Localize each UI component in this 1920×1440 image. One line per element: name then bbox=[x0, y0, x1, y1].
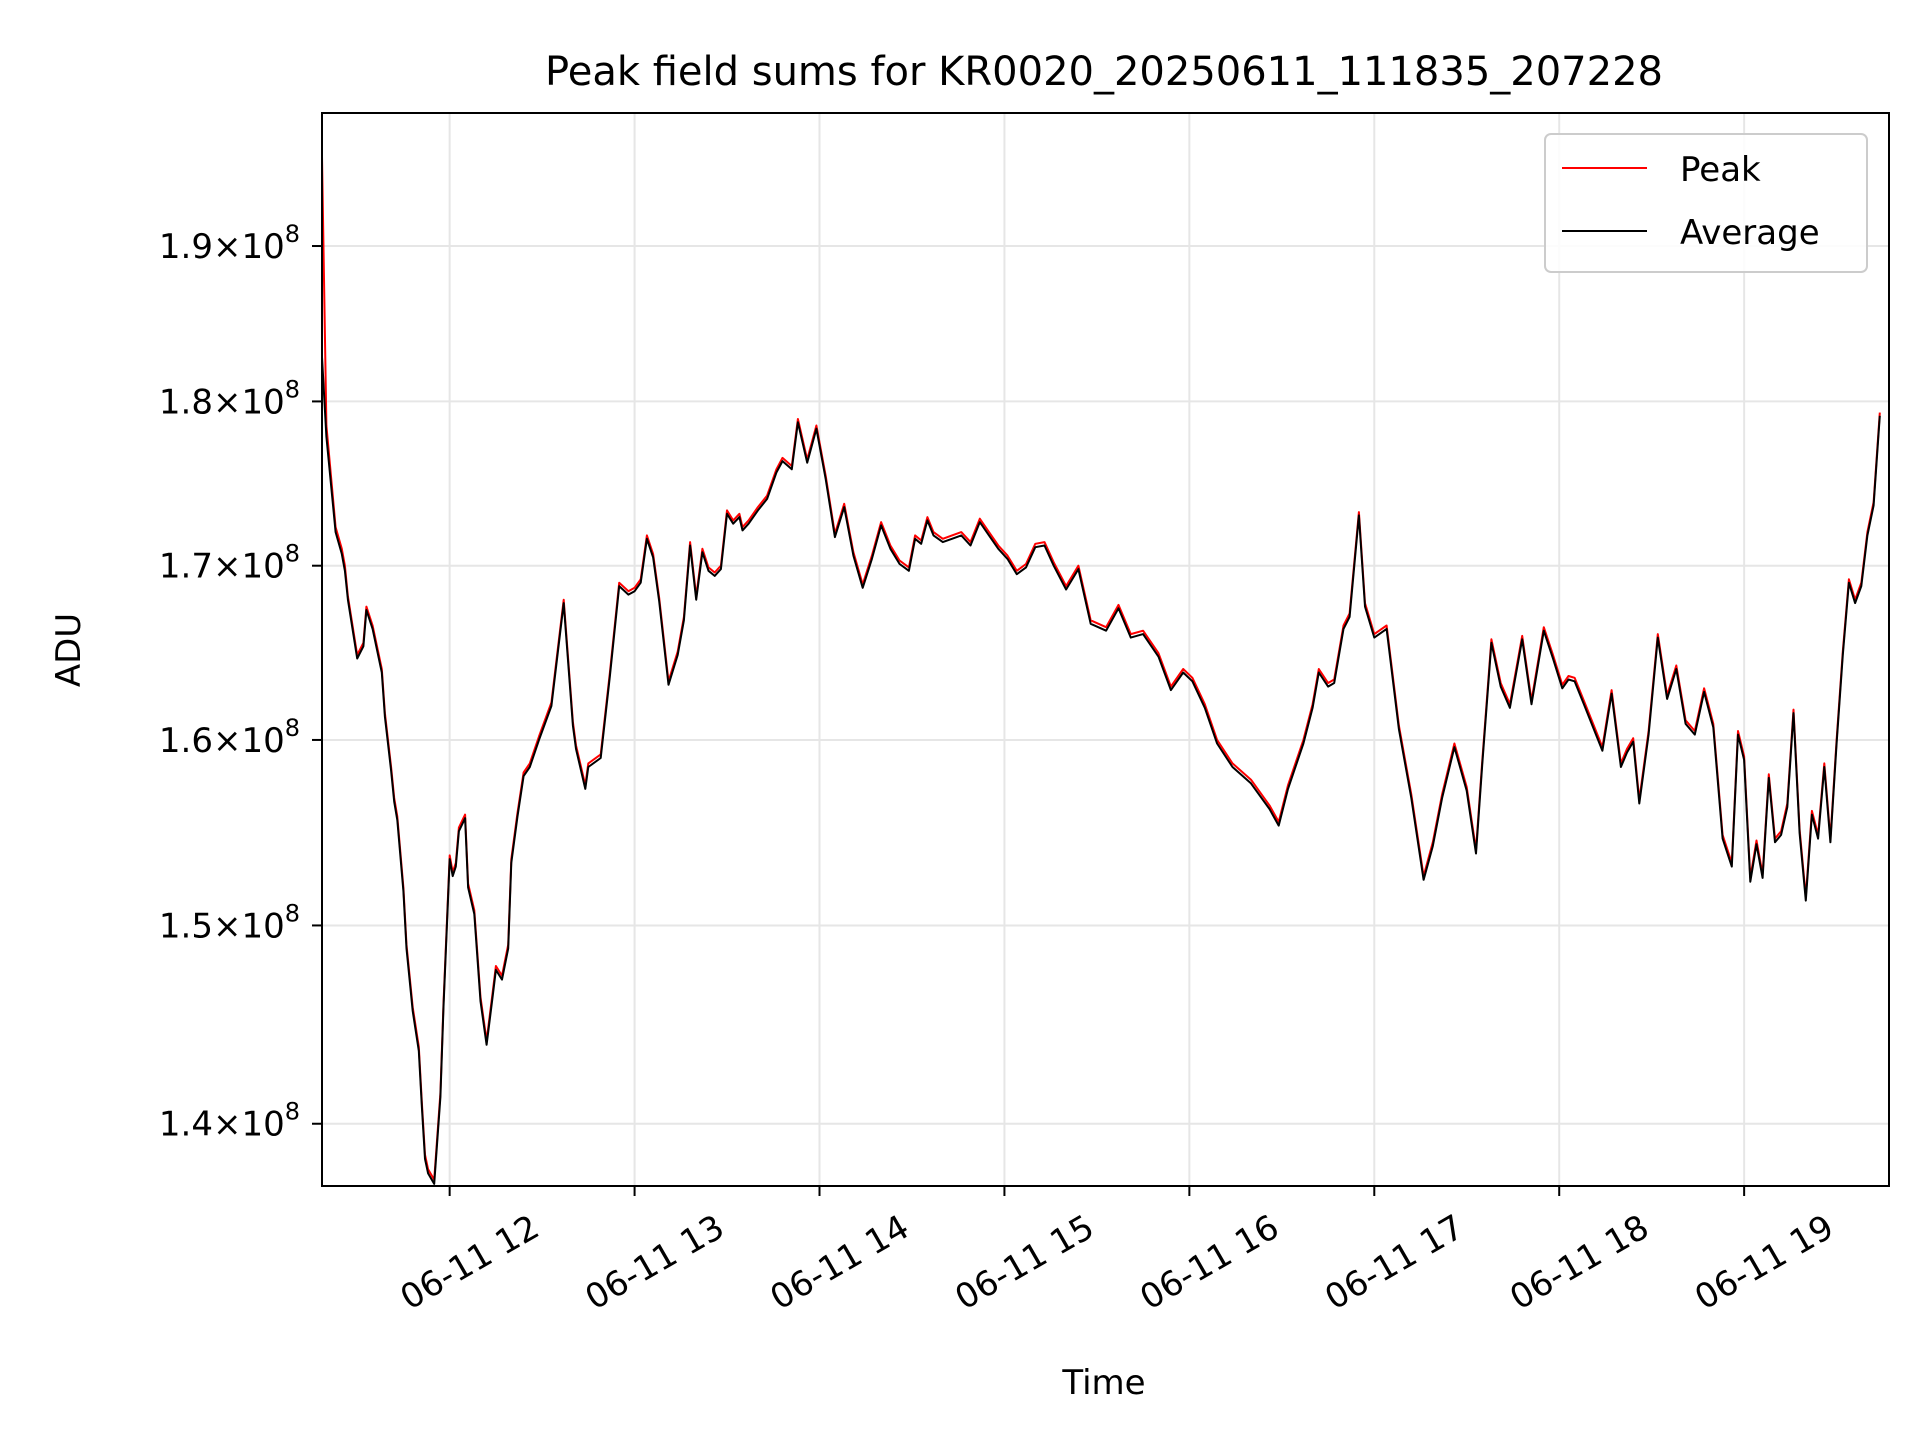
legend: Peak Average bbox=[1544, 133, 1868, 273]
y-tick-label: 1.6×108 bbox=[159, 714, 300, 761]
plot-lines bbox=[321, 156, 1881, 1185]
y-tick-label: 1.5×108 bbox=[159, 899, 300, 946]
grid bbox=[322, 113, 1889, 1186]
y-axis: 1.4×108 1.5×108 1.6×108 1.7×108 1.8×108 1.9×1… bbox=[159, 220, 322, 1145]
legend-peak-label: Peak bbox=[1680, 150, 1761, 190]
legend-average-label: Average bbox=[1680, 213, 1820, 253]
plot-frame bbox=[321, 112, 1890, 1187]
chart-title: Peak field sums for KR0020_20250611_1118… bbox=[545, 49, 1663, 95]
x-axis-label: Time bbox=[1061, 1363, 1145, 1403]
y-axis-label: ADU bbox=[49, 613, 89, 687]
y-tick-label: 1.7×108 bbox=[159, 540, 300, 587]
y-tick-label: 1.9×108 bbox=[159, 220, 300, 267]
y-tick-label: 1.8×108 bbox=[159, 375, 300, 422]
series-line-average bbox=[321, 357, 1881, 1185]
y-tick-label: 1.4×108 bbox=[159, 1098, 300, 1145]
